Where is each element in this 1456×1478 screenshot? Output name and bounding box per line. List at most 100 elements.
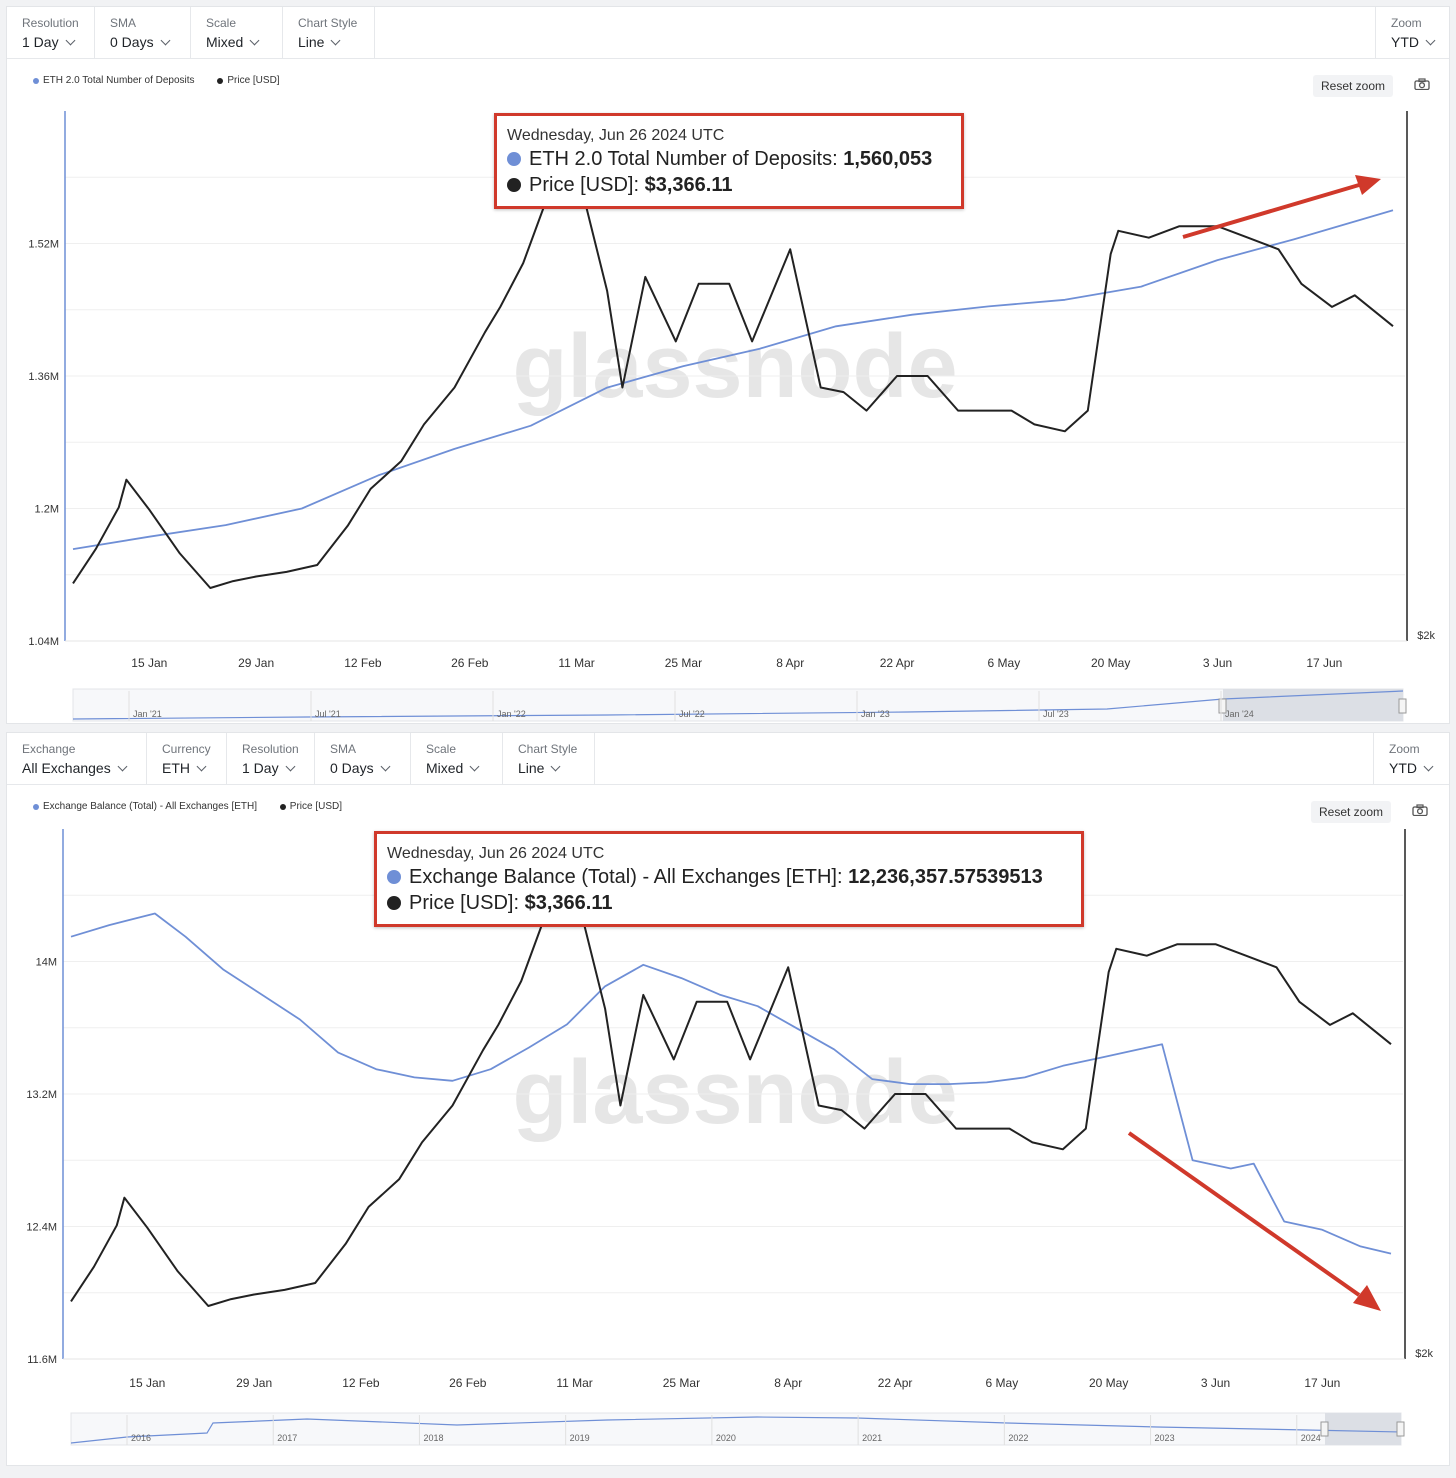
left-axis-tick-label: 1.2M — [35, 504, 59, 516]
tooltip-price-label: Price [USD]: — [409, 892, 520, 914]
resolution-select[interactable]: Resolution 1 Day — [7, 7, 95, 59]
x-axis-tick-label: 20 May — [1091, 656, 1130, 670]
tooltip-price-value: $3,366.11 — [524, 892, 613, 914]
control-label: Exchange — [22, 742, 76, 756]
navigator-label: 2019 — [570, 1433, 590, 1443]
currency-select[interactable]: Currency ETH — [147, 733, 227, 785]
resolution-select[interactable]: Resolution 1 Day — [227, 733, 315, 785]
control-value: 0 Days — [330, 760, 374, 776]
navigator-label: 2022 — [1008, 1433, 1028, 1443]
series-group — [72, 179, 1394, 589]
legend-label: ETH 2.0 Total Number of Deposits — [43, 75, 195, 86]
chart-exchange-balance-svg[interactable]: glassnode 11.6M 12.4M 13.2M 14M $2k 15 Jan 2… — [7, 825, 1451, 1465]
navigator-labels: 2016 2017 2018 2019 2020 2021 2022 2023 2024 — [126, 1415, 1321, 1445]
control-value: Line — [298, 34, 325, 50]
legend-item-exchange-balance[interactable]: Exchange Balance (Total) - All Exchanges… — [33, 801, 257, 812]
x-axis-tick-label: 15 Jan — [129, 1376, 165, 1390]
time-navigator[interactable]: Jan '21 Jul '21 Jan '22 Jul '22 Jan '23 Jul '… — [72, 688, 1407, 722]
legend-item-price[interactable]: Price [USD] — [279, 801, 342, 812]
exchange-select[interactable]: Exchange All Exchanges — [7, 733, 147, 785]
sma-select[interactable]: SMA 0 Days — [315, 733, 411, 785]
chevron-down-icon — [1425, 35, 1436, 46]
glassnode-watermark: glassnode — [512, 1043, 957, 1143]
reset-zoom-button[interactable]: Reset zoom — [1311, 801, 1392, 823]
left-axis-ticks: 1.04M 1.2M 1.36M 1.52M — [28, 239, 59, 649]
x-axis-tick-label: 6 May — [988, 656, 1021, 670]
zoom-select[interactable]: Zoom YTD — [1375, 7, 1451, 59]
navigator-handle-right[interactable] — [1398, 698, 1407, 714]
control-value: YTD — [1391, 34, 1419, 50]
zoom-select[interactable]: Zoom YTD — [1373, 733, 1451, 785]
navigator-selection[interactable] — [1223, 689, 1403, 721]
navigator-label: 2021 — [862, 1433, 882, 1443]
glassnode-watermark: glassnode — [512, 317, 957, 417]
chevron-down-icon — [331, 35, 341, 46]
legend-dot — [217, 77, 224, 84]
legend-label: Exchange Balance (Total) - All Exchanges… — [43, 801, 257, 812]
control-label: Resolution — [242, 742, 299, 756]
series-group — [70, 897, 1392, 1307]
sma-select[interactable]: SMA 0 Days — [95, 7, 191, 59]
tooltip-series-value: 12,236,357.57539513 — [848, 866, 1043, 888]
control-value: YTD — [1389, 760, 1417, 776]
chart-style-select[interactable]: Chart Style Line — [283, 7, 375, 59]
price-line — [72, 179, 1394, 589]
navigator-series — [70, 1416, 1402, 1444]
chart-toolbar: Exchange All Exchanges Currency ETH Reso… — [7, 733, 1449, 785]
chevron-down-icon — [117, 761, 128, 772]
navigator-handle-left[interactable] — [1320, 1421, 1329, 1437]
chevron-down-icon — [160, 35, 171, 46]
tooltip-row-price: Price [USD]: $3,366.11 — [387, 890, 1071, 916]
navigator-label: Jul '22 — [679, 709, 705, 719]
legend-item-price[interactable]: Price [USD] — [217, 75, 280, 86]
time-navigator[interactable]: 2016 2017 2018 2019 2020 2021 2022 2023 2024 — [70, 1412, 1405, 1446]
chevron-down-icon — [469, 761, 480, 772]
x-axis-tick-label: 29 Jan — [236, 1376, 272, 1390]
chart-deposits-svg[interactable]: glassnode 1.04M 1.2M 1.36M 1.52M $2k 15 Jan… — [7, 99, 1451, 723]
x-axis-tick-label: 17 Jun — [1304, 1376, 1340, 1390]
chevron-down-icon — [380, 761, 391, 772]
navigator-label: 2020 — [716, 1433, 736, 1443]
scale-select[interactable]: Scale Mixed — [191, 7, 283, 59]
x-axis-tick-label: 22 Apr — [880, 656, 915, 670]
legend-dot — [33, 803, 39, 810]
tooltip-dot — [507, 152, 521, 166]
control-label: Scale — [206, 16, 237, 30]
navigator-label: Jul '21 — [315, 709, 341, 719]
x-axis-tick-label: 29 Jan — [238, 656, 274, 670]
tooltip-dot — [387, 896, 401, 910]
left-axis-tick-label: 14M — [36, 957, 57, 969]
camera-icon[interactable] — [1414, 78, 1430, 90]
x-axis-tick-label: 25 Mar — [665, 656, 702, 670]
tooltip-price-value: $3,366.11 — [644, 174, 733, 196]
chevron-down-icon — [1423, 761, 1434, 772]
x-axis-tick-label: 11 Mar — [556, 1376, 592, 1390]
control-label: Zoom — [1391, 16, 1422, 30]
navigator-handle-right[interactable] — [1396, 1421, 1405, 1437]
tooltip-row-price: Price [USD]: $3,366.11 — [507, 172, 951, 198]
navigator-labels: Jan '21 Jul '21 Jan '22 Jul '22 Jan '23 Jul '… — [128, 691, 1254, 721]
right-axis-ticks: $2k — [1415, 1348, 1433, 1360]
left-axis-tick-label: 13.2M — [26, 1089, 57, 1101]
x-axis-ticks: 15 Jan 29 Jan 12 Feb 26 Feb 11 Mar 25 Mar 8 Ap… — [129, 1376, 1340, 1390]
navigator-track — [72, 688, 1404, 722]
control-value: Mixed — [426, 760, 464, 776]
camera-icon[interactable] — [1412, 804, 1428, 816]
control-label: Currency — [162, 742, 211, 756]
navigator-label: 2024 — [1301, 1433, 1321, 1443]
navigator-handle-left[interactable] — [1218, 698, 1227, 714]
control-value: Mixed — [206, 34, 244, 50]
scale-select[interactable]: Scale Mixed — [411, 733, 503, 785]
chart-style-select[interactable]: Chart Style Line — [503, 733, 595, 785]
chevron-down-icon — [285, 761, 296, 772]
legend-item-deposits[interactable]: ETH 2.0 Total Number of Deposits — [33, 75, 195, 86]
x-axis-tick-label: 25 Mar — [663, 1376, 700, 1390]
chevron-down-icon — [196, 761, 207, 772]
navigator-label: Jan '24 — [1225, 709, 1254, 719]
left-axis-ticks: 11.6M 12.4M 13.2M 14M — [26, 957, 57, 1367]
tooltip-dot — [507, 178, 521, 192]
reset-zoom-button[interactable]: Reset zoom — [1313, 75, 1394, 97]
navigator-selection[interactable] — [1325, 1413, 1401, 1445]
x-axis-tick-label: 3 Jun — [1203, 656, 1232, 670]
tooltip-date: Wednesday, Jun 26 2024 UTC — [387, 845, 605, 862]
